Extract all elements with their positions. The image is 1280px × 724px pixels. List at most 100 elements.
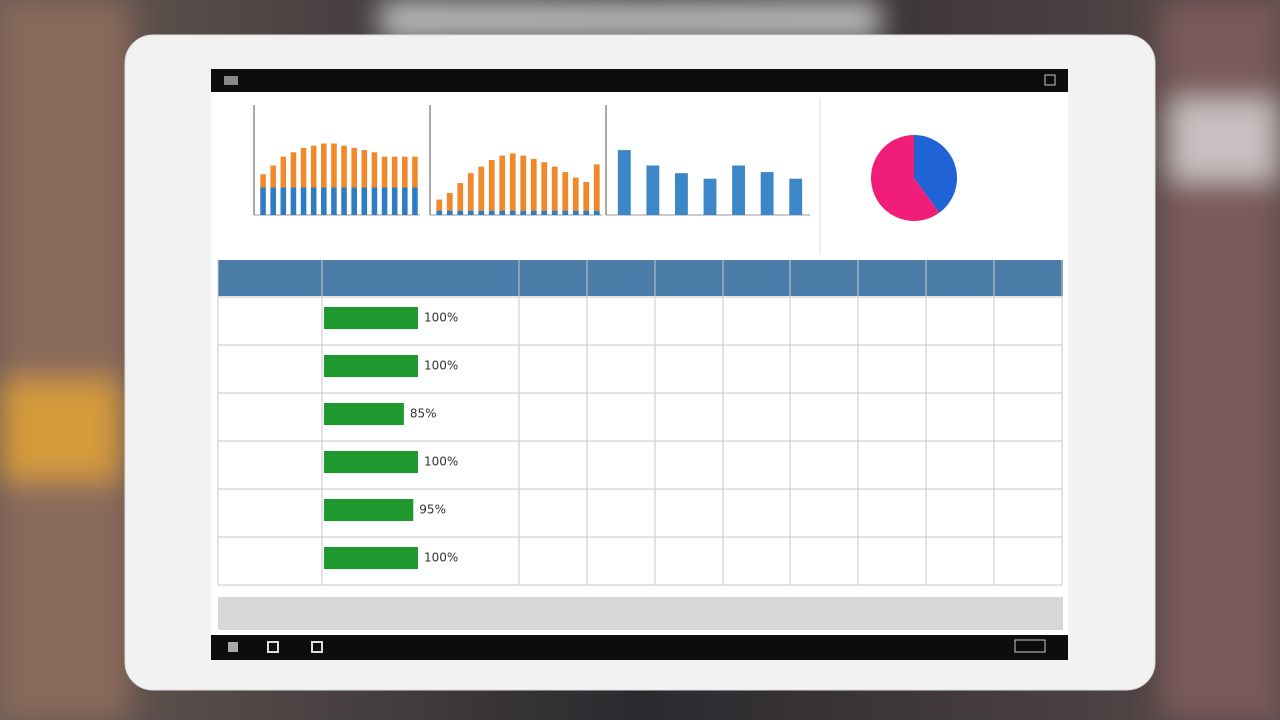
bar	[381, 187, 388, 215]
bar	[321, 143, 327, 188]
bar	[467, 173, 474, 211]
bar	[732, 165, 745, 215]
progress-label: 95%	[419, 503, 446, 517]
bar	[361, 150, 368, 188]
progress-label: 100%	[424, 455, 458, 469]
bar	[351, 147, 357, 188]
bar	[300, 187, 307, 215]
bar	[583, 210, 590, 215]
bar	[499, 210, 506, 215]
bar	[310, 187, 317, 215]
bar	[551, 166, 558, 211]
bar	[646, 165, 660, 215]
bar	[391, 156, 398, 188]
table-header	[218, 260, 1063, 296]
bar	[371, 187, 378, 215]
bar	[436, 199, 443, 211]
bar	[478, 210, 485, 215]
bar	[457, 210, 464, 215]
footer-bar	[218, 597, 1063, 630]
bar	[371, 152, 378, 188]
bar	[467, 210, 474, 215]
bar	[562, 210, 569, 215]
bar	[310, 145, 317, 188]
bar	[321, 187, 327, 215]
bar	[331, 187, 337, 215]
bar	[541, 210, 548, 215]
status-bar	[211, 69, 1068, 92]
bar	[760, 172, 774, 215]
bar	[520, 210, 527, 215]
pie-slice	[870, 135, 940, 222]
bar	[280, 187, 287, 215]
bar	[341, 187, 347, 215]
bar	[509, 153, 516, 211]
bar	[446, 193, 453, 211]
pie-slice	[914, 135, 957, 213]
progress-bar	[324, 451, 418, 473]
table-grid	[217, 260, 1063, 586]
bar	[331, 143, 337, 188]
bar	[351, 187, 357, 215]
progress-label: 100%	[424, 551, 458, 565]
progress-label: 100%	[424, 359, 458, 373]
bar	[617, 150, 631, 215]
nav-icon	[1014, 639, 1046, 653]
status-icon	[1044, 74, 1056, 86]
bar	[530, 158, 537, 211]
bar	[478, 166, 485, 211]
bar	[300, 147, 307, 188]
bar	[402, 156, 408, 188]
bar	[446, 210, 453, 215]
bar	[290, 152, 297, 188]
bar	[280, 156, 287, 188]
bar	[530, 210, 537, 215]
bar	[270, 165, 276, 188]
bar	[436, 210, 443, 215]
bar	[499, 155, 506, 211]
bar	[412, 187, 418, 215]
progress-bar	[324, 403, 404, 425]
bar	[412, 156, 418, 188]
bar	[572, 177, 579, 211]
nav-bar	[211, 635, 1068, 660]
bar	[583, 182, 590, 211]
bar	[572, 210, 579, 215]
progress-label: 100%	[424, 311, 458, 325]
bar	[703, 178, 717, 215]
progress-bar	[324, 547, 418, 569]
bar	[789, 178, 803, 215]
bar	[402, 187, 408, 215]
bar	[675, 173, 688, 215]
bar	[361, 187, 368, 215]
bar	[520, 155, 527, 211]
progress-label: 85%	[410, 407, 437, 421]
bar	[457, 183, 464, 211]
bar	[593, 210, 600, 215]
bar	[509, 210, 516, 215]
progress-bar	[324, 355, 418, 377]
progress-bar	[324, 307, 418, 329]
bar	[270, 187, 276, 215]
charts: 100% 100% 85% 100% 95% 100%	[253, 105, 957, 569]
bar	[391, 187, 398, 215]
bar	[341, 145, 347, 188]
bar	[488, 160, 495, 211]
nav-button[interactable]	[311, 641, 323, 653]
menu-icon[interactable]	[224, 76, 238, 85]
bar	[381, 156, 388, 188]
progress-bar	[324, 499, 414, 521]
bar	[551, 210, 558, 215]
nav-button[interactable]	[267, 641, 279, 653]
bar	[562, 172, 569, 211]
bar	[260, 187, 266, 215]
bar	[541, 162, 548, 211]
bar	[593, 164, 600, 211]
bar	[260, 174, 266, 188]
nav-button[interactable]	[228, 642, 238, 652]
bar	[290, 187, 297, 215]
bar	[488, 210, 495, 215]
